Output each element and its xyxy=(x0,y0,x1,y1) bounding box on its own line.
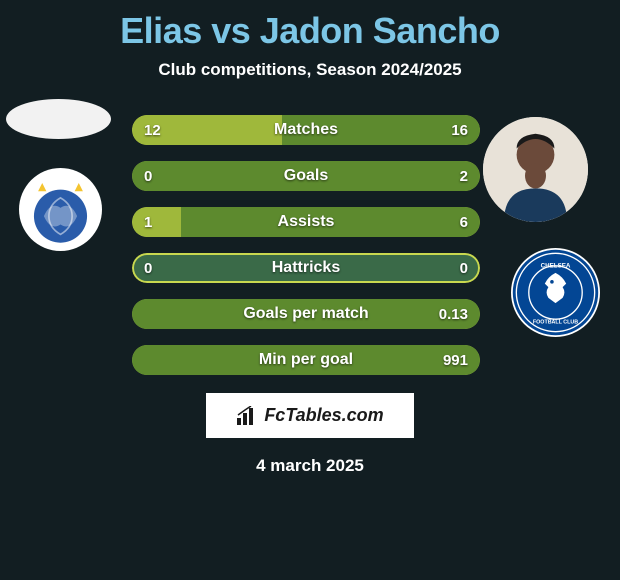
stat-label: Goals per match xyxy=(132,299,480,329)
stat-bar-row: 991Min per goal xyxy=(132,345,480,375)
stat-label: Hattricks xyxy=(132,253,480,283)
stat-label: Goals xyxy=(132,161,480,191)
stat-bar-row: 00Hattricks xyxy=(132,253,480,283)
date-label: 4 march 2025 xyxy=(0,456,620,476)
svg-text:CHELSEA: CHELSEA xyxy=(541,263,571,270)
club-badge-icon xyxy=(19,168,102,251)
stat-label: Min per goal xyxy=(132,345,480,375)
stat-bar-row: 1216Matches xyxy=(132,115,480,145)
stat-bar-row: 16Assists xyxy=(132,207,480,237)
brand-badge: FcTables.com xyxy=(206,393,414,438)
svg-text:FOOTBALL CLUB: FOOTBALL CLUB xyxy=(533,320,578,326)
page-title: Elias vs Jadon Sancho xyxy=(0,0,620,52)
stat-bar-row: 0.13Goals per match xyxy=(132,299,480,329)
stat-bar-row: 02Goals xyxy=(132,161,480,191)
player-left-avatar xyxy=(6,99,111,139)
player-right-club-badge: CHELSEA FOOTBALL CLUB xyxy=(511,248,600,337)
club-badge-icon: CHELSEA FOOTBALL CLUB xyxy=(511,248,600,337)
stat-label: Matches xyxy=(132,115,480,145)
subtitle: Club competitions, Season 2024/2025 xyxy=(0,60,620,80)
comparison-content: CHELSEA FOOTBALL CLUB 1216Matches 02Goals… xyxy=(0,115,620,375)
player-left-club-badge xyxy=(19,168,102,251)
brand-text: FcTables.com xyxy=(264,405,383,426)
stat-bars: 1216Matches 02Goals 16Assists 00Hattricks 0.… xyxy=(132,115,480,375)
stat-label: Assists xyxy=(132,207,480,237)
avatar-placeholder-icon xyxy=(483,117,588,222)
brand-chart-icon xyxy=(236,406,258,426)
player-right-avatar xyxy=(483,117,588,222)
